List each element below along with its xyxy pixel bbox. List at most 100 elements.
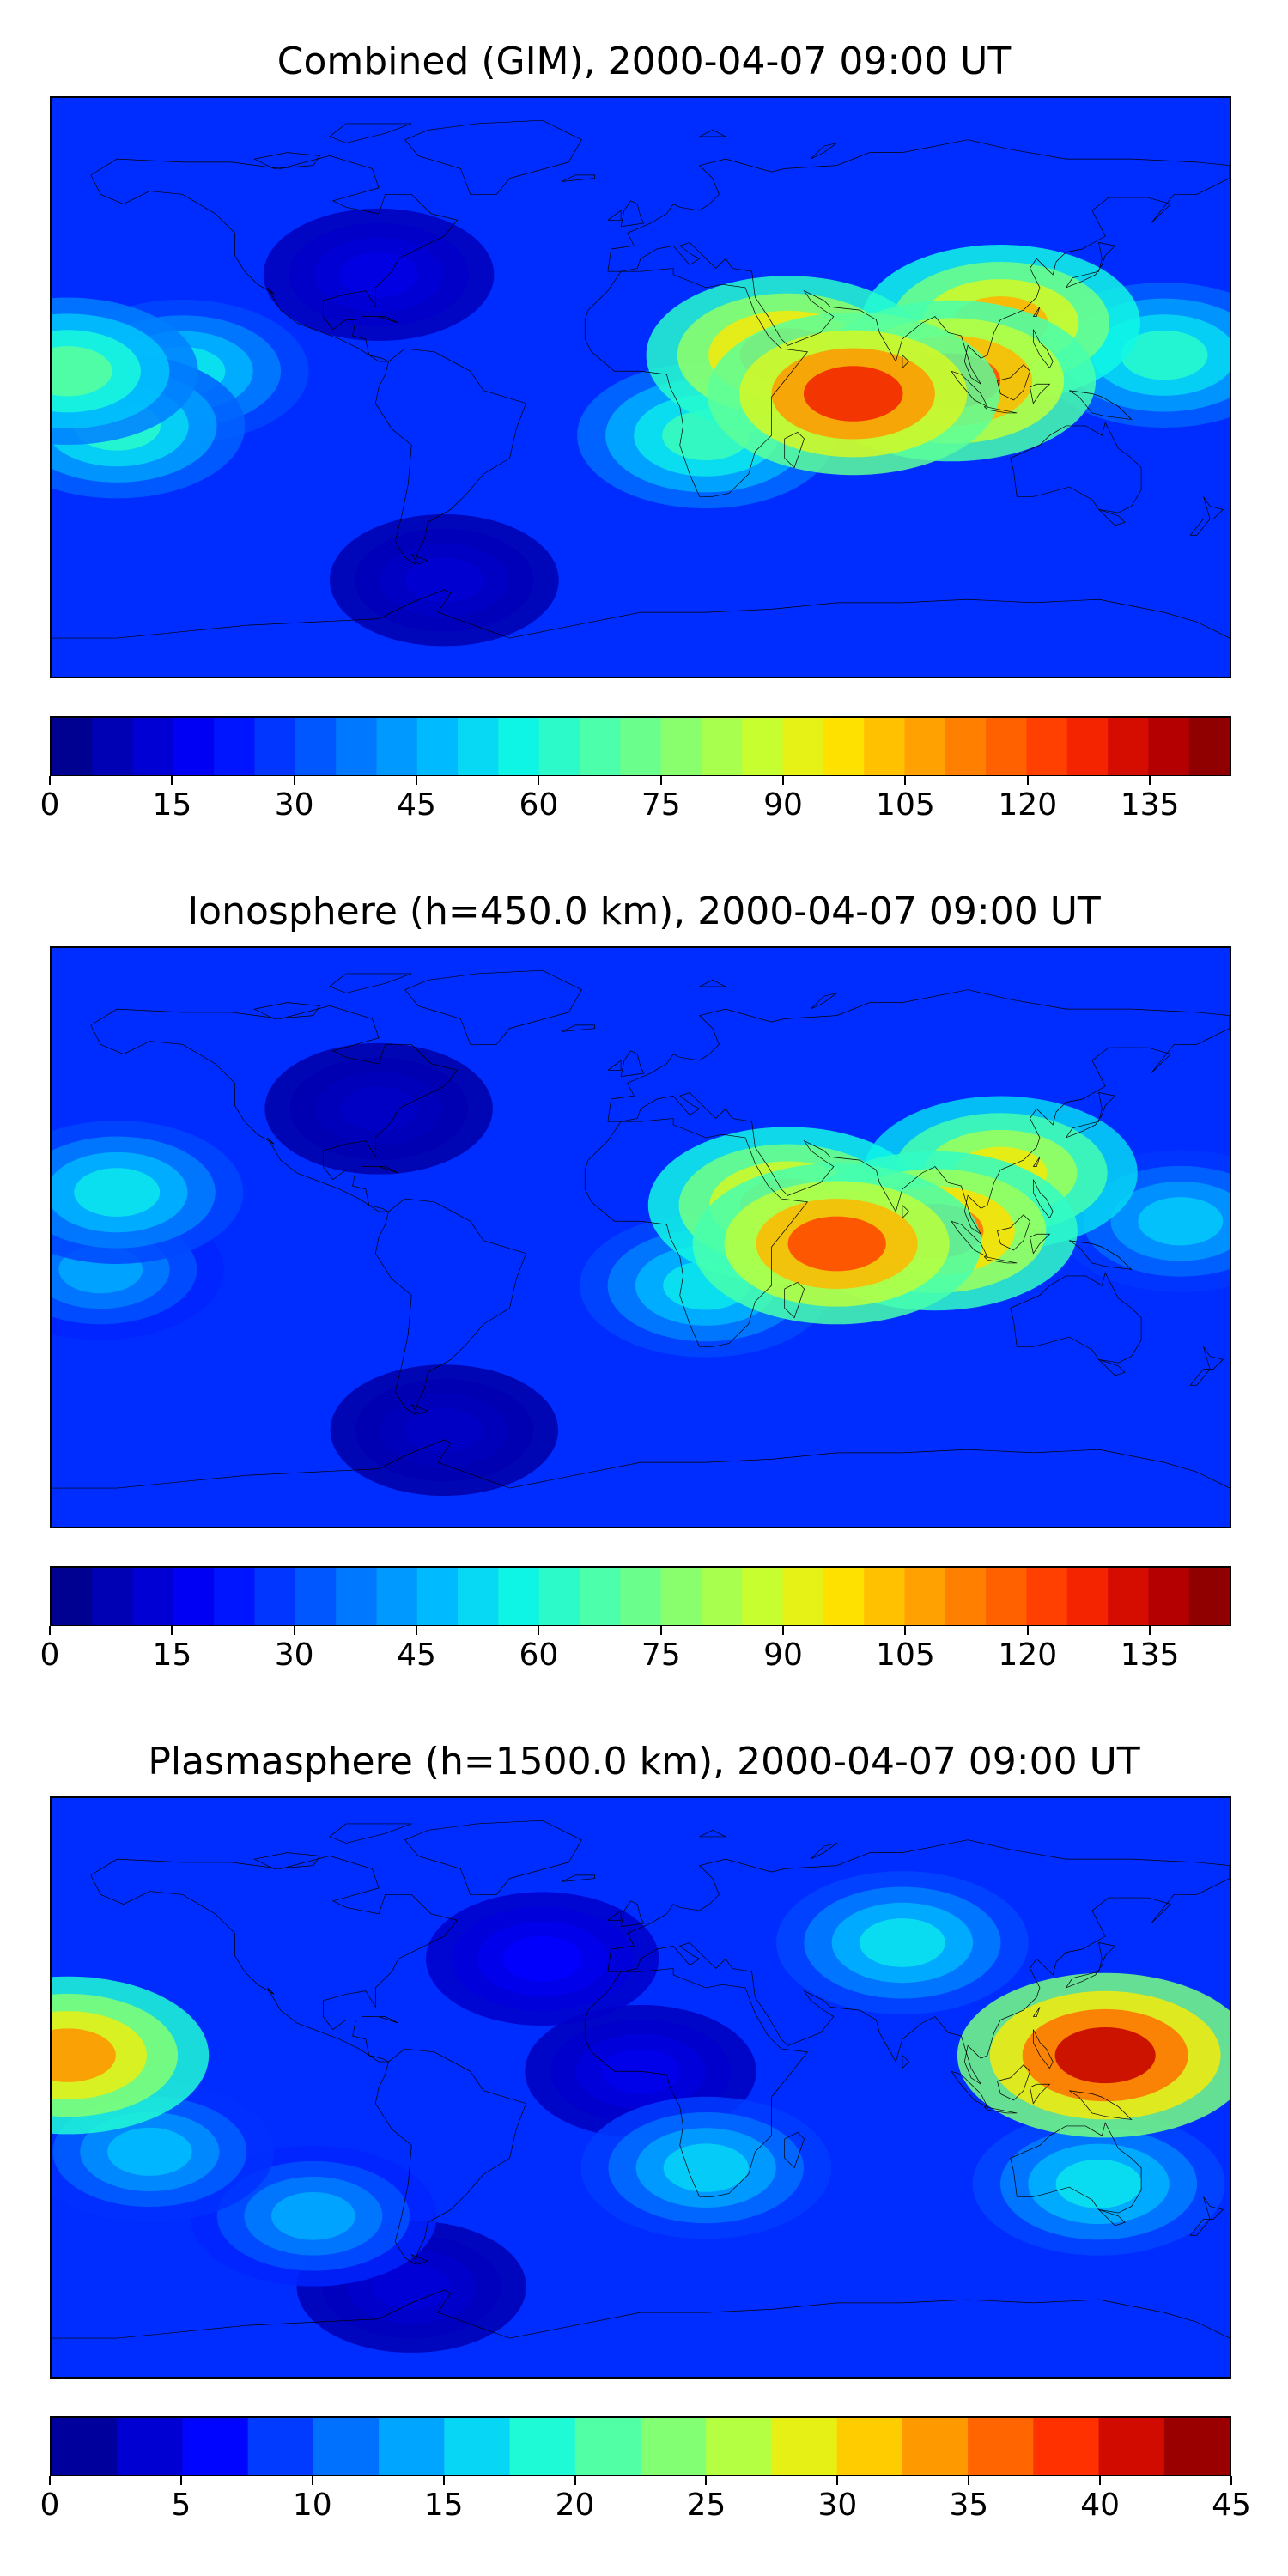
colorbar-segment (742, 718, 784, 775)
colorbar-svg (52, 718, 1230, 775)
tec-map-svg (52, 948, 1230, 1527)
tec-map (50, 946, 1231, 1528)
colorbar-segment (295, 718, 337, 775)
coastline (902, 2056, 909, 2069)
colorbar-tick-label: 45 (397, 1637, 436, 1673)
colorbar-tick (311, 2476, 313, 2485)
colorbar-segment (742, 1568, 784, 1625)
colorbar-tick-label: 45 (397, 787, 436, 823)
colorbar-tick (49, 2476, 51, 2485)
colorbar-segment (173, 718, 215, 775)
colorbar-segment (1148, 718, 1190, 775)
colorbar-tick-label: 90 (763, 787, 803, 823)
colorbar-segment (580, 718, 622, 775)
tec-contour-level (1054, 2026, 1156, 2084)
colorbar-segment (771, 2418, 838, 2475)
coastlines (52, 970, 1230, 1488)
colorbar-tick-label: 45 (1212, 2488, 1251, 2523)
colorbar-tick (574, 2476, 576, 2485)
colorbar-segment (1098, 2418, 1165, 2475)
chart-title: Combined (GIM), 2000-04-07 09:00 UT (276, 39, 1012, 83)
coastline (1033, 330, 1053, 368)
colorbar-segment (295, 1568, 337, 1625)
colorbar-tick (904, 1626, 907, 1635)
colorbar (50, 2416, 1231, 2476)
coastline (608, 210, 621, 220)
colorbar-tick (782, 776, 785, 785)
colorbar-segment (509, 2418, 576, 2475)
coastline (1069, 391, 1131, 420)
coastline (1033, 1180, 1053, 1218)
colorbar-segment (336, 1568, 378, 1625)
colorbar-segment (864, 718, 906, 775)
colorbar-tick-label: 5 (171, 2488, 191, 2523)
colorbar-segment (214, 1568, 256, 1625)
coastline (902, 1206, 909, 1218)
tec-contour-level (404, 557, 483, 603)
colorbar-tick (659, 776, 662, 785)
coastline (254, 1853, 319, 1869)
coastline (811, 1843, 836, 1859)
colorbar-tick (659, 1626, 662, 1635)
colorbar-tick-label: 15 (423, 2488, 464, 2523)
tec-contour-level (107, 2127, 192, 2176)
coastline (951, 2071, 987, 2106)
colorbar-segment (376, 718, 418, 775)
coastline (91, 1005, 458, 1212)
colorbar-segment (1033, 2418, 1100, 2475)
tec-contour-level (859, 1918, 945, 1967)
colorbar-segment (247, 2418, 314, 2475)
coastlines (52, 1820, 1230, 2338)
colorbar-tick-label: 75 (641, 787, 681, 823)
colorbar-segment (620, 1568, 662, 1625)
tec-map-svg (52, 98, 1230, 677)
tec-contours (52, 208, 1230, 647)
colorbar-segment (117, 2418, 184, 2475)
coastline (1030, 2084, 1050, 2103)
colorbar-segment (782, 718, 824, 775)
colorbar-svg (52, 2418, 1230, 2475)
coastline (608, 140, 1230, 385)
coastline (1033, 307, 1040, 316)
coastline (785, 1282, 805, 1317)
tec-contour-level (502, 1935, 582, 1982)
coastline (1030, 1234, 1050, 1253)
coastline (585, 268, 807, 496)
colorbar-segment (1148, 1568, 1190, 1625)
coastline (621, 1901, 644, 1927)
colorbar-tick (49, 776, 51, 785)
colorbar-tick (179, 2476, 182, 2485)
colorbar-tick-label: 15 (152, 787, 192, 823)
colorbar-segment (701, 718, 743, 775)
coastline (621, 1051, 644, 1077)
coastline (1069, 1241, 1131, 1270)
colorbar-segment (986, 718, 1028, 775)
coastline (700, 1830, 726, 1836)
colorbar-tick-label: 105 (876, 787, 935, 823)
colorbar-tick-label: 60 (519, 787, 559, 823)
colorbar-tick (1149, 776, 1151, 785)
colorbar-segment (1188, 718, 1230, 775)
coastline (585, 1968, 807, 2196)
coastline (91, 1856, 458, 2062)
coastline (411, 2255, 428, 2264)
colorbar-segment (313, 2418, 380, 2475)
colorbar-segment (52, 2418, 118, 2475)
colorbar-tick (1149, 1626, 1151, 1635)
tec-map (50, 96, 1231, 678)
coastline (1190, 1346, 1223, 1385)
coastline (984, 406, 1017, 412)
colorbar-segment (92, 718, 134, 775)
coastline (405, 1820, 582, 1894)
coastline (1099, 2209, 1125, 2226)
colorbar-segment (580, 1568, 622, 1625)
colorbar-tick-label: 35 (949, 2488, 989, 2523)
coastline (997, 1215, 1030, 1250)
colorbar-svg (52, 1568, 1230, 1625)
colorbar-segment (641, 2418, 707, 2475)
colorbar-tick (968, 2476, 970, 2485)
colorbar-tick-label: 40 (1080, 2488, 1121, 2523)
tec-contour-level (803, 366, 903, 422)
coastline (375, 2049, 526, 2264)
colorbar-segment (458, 1568, 500, 1625)
